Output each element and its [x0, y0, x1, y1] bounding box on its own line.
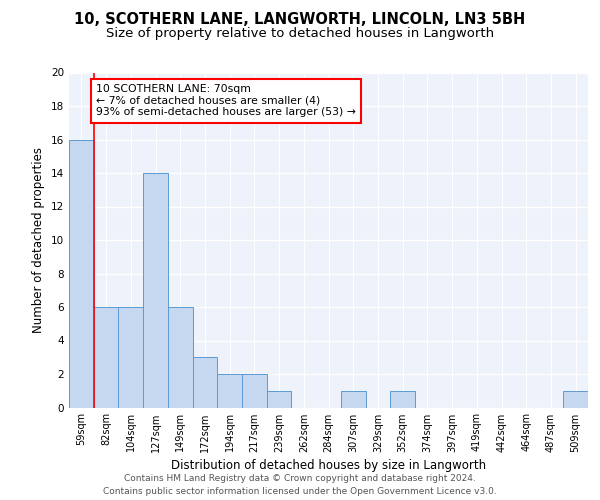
Bar	[94, 307, 118, 408]
Bar	[390, 391, 415, 407]
Bar	[563, 391, 588, 407]
Bar	[341, 391, 365, 407]
Bar	[217, 374, 242, 408]
Text: Contains HM Land Registry data © Crown copyright and database right 2024.
Contai: Contains HM Land Registry data © Crown c…	[103, 474, 497, 496]
Text: 10, SCOTHERN LANE, LANGWORTH, LINCOLN, LN3 5BH: 10, SCOTHERN LANE, LANGWORTH, LINCOLN, L…	[74, 12, 526, 28]
Bar	[118, 307, 143, 408]
Bar	[242, 374, 267, 408]
Text: 10 SCOTHERN LANE: 70sqm
← 7% of detached houses are smaller (4)
93% of semi-deta: 10 SCOTHERN LANE: 70sqm ← 7% of detached…	[96, 84, 356, 117]
X-axis label: Distribution of detached houses by size in Langworth: Distribution of detached houses by size …	[171, 458, 486, 471]
Bar	[193, 357, 217, 408]
Bar	[69, 140, 94, 407]
Bar	[168, 307, 193, 408]
Y-axis label: Number of detached properties: Number of detached properties	[32, 147, 46, 333]
Bar	[267, 391, 292, 407]
Text: Size of property relative to detached houses in Langworth: Size of property relative to detached ho…	[106, 28, 494, 40]
Bar	[143, 173, 168, 408]
